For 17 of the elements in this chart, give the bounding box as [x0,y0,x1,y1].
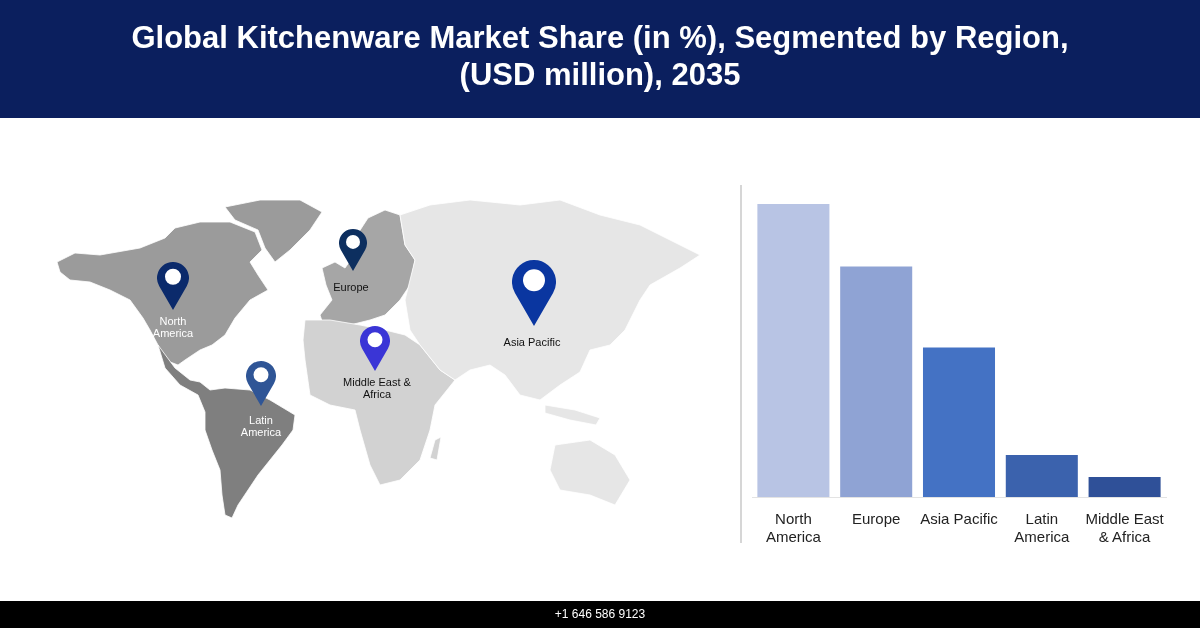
text: Asia Pacific [502,336,562,348]
x-tick-label: North America [765,510,822,546]
bar [757,204,830,497]
bar [1088,477,1161,497]
bar [1005,455,1078,497]
bar [922,347,996,497]
bar [840,266,913,497]
chart-title: Global Kitchenware Market Share (in %), Segmented by Region, (USD million), 2035 [130,19,1070,93]
text: +1 646 586 9123 [553,607,647,622]
x-tick-label: Asia Pacific [920,510,999,528]
text: Middle East & Africa [342,376,412,400]
text: North America [151,315,195,339]
x-tick-label: Latin America [1014,510,1070,546]
x-tick-label: Europe [852,510,901,528]
text: Europe [332,281,370,293]
text: Latin America [239,414,283,438]
x-tick-label: Middle East & Africa [1085,510,1165,546]
